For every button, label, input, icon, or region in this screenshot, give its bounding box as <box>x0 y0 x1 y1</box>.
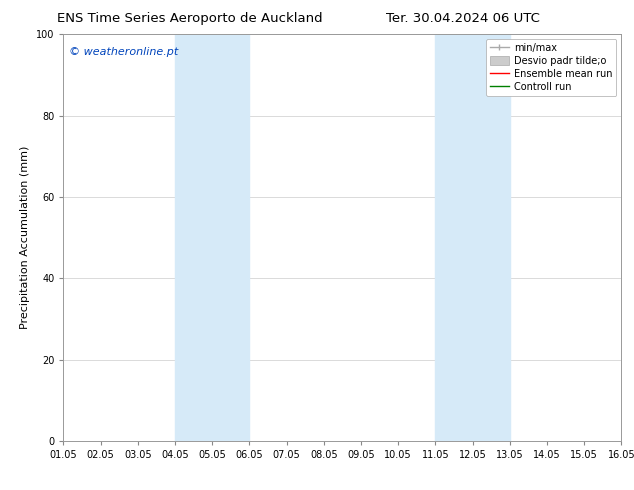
Text: © weatheronline.pt: © weatheronline.pt <box>69 47 178 56</box>
Y-axis label: Precipitation Accumulation (mm): Precipitation Accumulation (mm) <box>20 146 30 329</box>
Text: ENS Time Series Aeroporto de Auckland: ENS Time Series Aeroporto de Auckland <box>58 12 323 25</box>
Text: Ter. 30.04.2024 06 UTC: Ter. 30.04.2024 06 UTC <box>386 12 540 25</box>
Legend: min/max, Desvio padr tilde;o, Ensemble mean run, Controll run: min/max, Desvio padr tilde;o, Ensemble m… <box>486 39 616 96</box>
Bar <box>175 34 249 441</box>
Bar <box>436 34 510 441</box>
